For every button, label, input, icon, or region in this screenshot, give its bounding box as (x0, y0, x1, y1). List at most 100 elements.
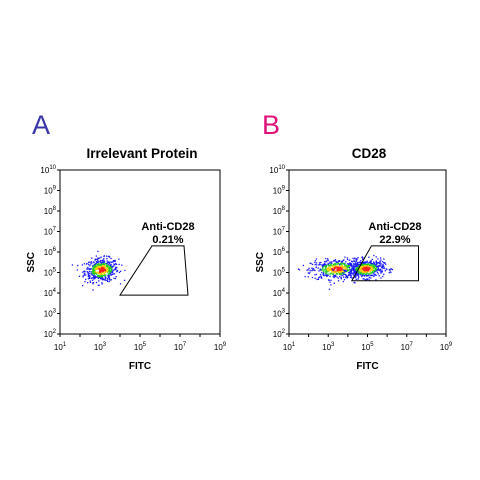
event-dot (368, 264, 370, 267)
event-dot (314, 260, 317, 262)
event-dot (93, 278, 95, 280)
event-dot (82, 285, 84, 287)
event-dot (110, 269, 113, 271)
event-dot (88, 274, 91, 277)
event-dot (115, 262, 117, 265)
event-dot (355, 265, 357, 268)
event-dot (331, 271, 333, 274)
event-dot (365, 270, 368, 272)
event-dot (364, 268, 366, 270)
event-dot (91, 272, 93, 274)
event-dot (115, 276, 117, 278)
event-dot (352, 261, 354, 263)
event-dot (329, 275, 331, 278)
y-tick-label: 105 (44, 268, 57, 278)
event-dot (375, 270, 377, 272)
event-dot (384, 262, 386, 264)
event-dot (375, 261, 377, 263)
event-dot (102, 277, 104, 279)
event-dot (101, 282, 103, 284)
event-dot (325, 274, 327, 276)
event-dot (343, 265, 346, 267)
event-dot (346, 268, 348, 270)
event-dot (104, 271, 106, 273)
event-dots (297, 254, 393, 290)
event-dot (357, 274, 359, 276)
event-dot (346, 258, 349, 261)
event-dot (97, 259, 99, 261)
event-dot (102, 264, 104, 267)
event-dot (106, 279, 109, 281)
event-dot (344, 268, 346, 270)
event-dot (334, 259, 337, 261)
event-dot (87, 266, 89, 269)
event-dot (355, 268, 357, 270)
event-dot (361, 274, 363, 277)
event-dot (346, 267, 348, 269)
event-dot (344, 266, 346, 268)
event-dot (92, 274, 94, 276)
event-dot (342, 266, 345, 268)
event-dot (108, 262, 111, 265)
event-dot (342, 280, 344, 283)
event-dot (366, 265, 368, 268)
event-dot (96, 268, 99, 270)
event-dot (310, 262, 312, 265)
x-axis-label: FITC (129, 361, 151, 372)
event-dot (84, 270, 86, 272)
event-dot (335, 261, 338, 263)
event-dot (360, 270, 363, 272)
event-dot (332, 266, 334, 269)
event-dot (350, 264, 352, 267)
event-dot (96, 261, 98, 264)
event-dot (348, 267, 351, 269)
event-dot (309, 262, 311, 264)
event-dot (96, 263, 98, 266)
event-dot (320, 261, 322, 264)
event-dot (113, 273, 116, 275)
event-dot (359, 264, 361, 266)
event-dot (366, 278, 368, 280)
x-tick-label: 103 (94, 342, 107, 352)
event-dot (103, 258, 105, 260)
gate-percent: 0.21% (152, 234, 183, 246)
event-dot (341, 263, 343, 265)
event-dot (101, 264, 103, 266)
event-dot (383, 262, 385, 264)
event-dot (108, 275, 110, 277)
event-dot (364, 273, 367, 275)
event-dot (97, 284, 99, 286)
event-dot (106, 271, 108, 273)
event-dot (342, 272, 344, 274)
event-dot (331, 270, 333, 272)
event-dot (366, 268, 368, 270)
event-dot (357, 262, 359, 264)
event-dot (341, 267, 343, 270)
event-dot (311, 270, 313, 272)
event-dot (337, 261, 339, 264)
y-tick-label: 107 (273, 227, 286, 237)
event-dot (358, 269, 361, 271)
event-dot (335, 271, 337, 274)
event-dot (356, 260, 358, 262)
event-dot (101, 261, 103, 263)
event-dot (327, 258, 329, 260)
event-dot (87, 275, 89, 278)
event-dot (100, 278, 103, 280)
event-dot (348, 259, 350, 261)
event-dot (382, 275, 384, 278)
event-dot (341, 265, 343, 267)
event-dot (325, 261, 327, 263)
event-dot (363, 267, 366, 269)
event-dot (101, 273, 103, 275)
event-dot (92, 282, 95, 284)
event-dot (378, 262, 380, 264)
event-dot (381, 269, 383, 271)
event-dot (379, 257, 382, 259)
event-dot (356, 272, 358, 274)
event-dot (86, 268, 88, 270)
event-dot (363, 264, 365, 266)
event-dot (378, 275, 380, 277)
event-dot (116, 271, 118, 273)
event-dot (345, 276, 347, 279)
